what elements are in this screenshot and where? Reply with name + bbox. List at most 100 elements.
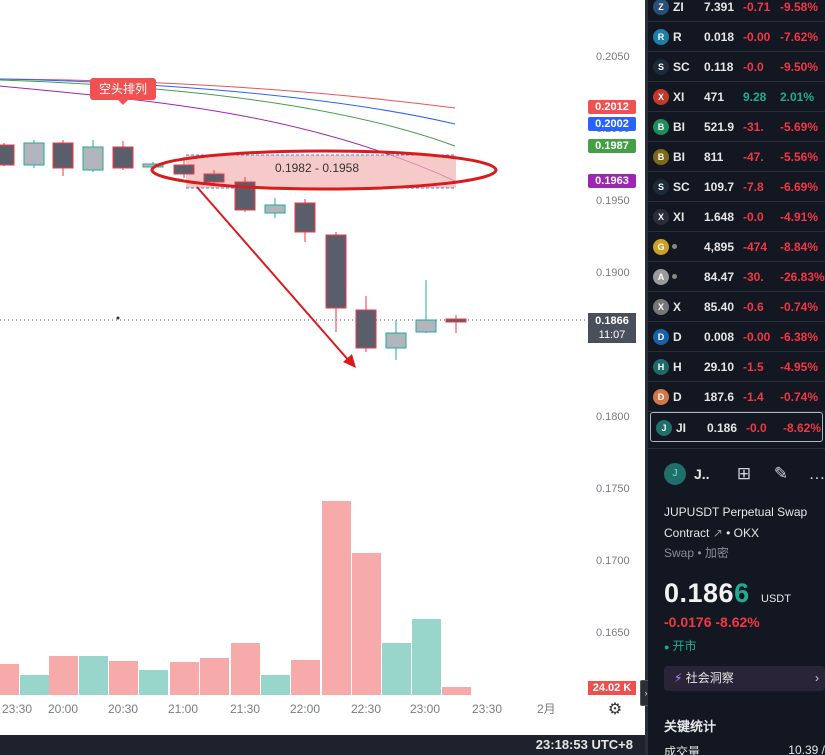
- volume-bar: [442, 687, 471, 695]
- watchlist-price: 0.186: [707, 421, 738, 435]
- chevron-right-icon: ›: [815, 671, 819, 685]
- volume-stat-value: 10.39 /: [788, 743, 825, 755]
- watchlist-percent: 2.01%: [780, 90, 815, 104]
- watchlist-percent: -8.62%: [783, 421, 822, 435]
- watchlist-row[interactable]: H H 29.10 -1.5 -4.95%: [648, 352, 825, 382]
- watchlist-price: 0.018: [704, 30, 735, 44]
- watchlist-percent: -0.74%: [780, 390, 819, 404]
- watchlist-percent: -8.84%: [780, 240, 819, 254]
- watchlist-change: -0.00: [743, 30, 771, 44]
- volume-bar: [322, 501, 351, 695]
- x-axis-label: 20:00: [48, 702, 78, 716]
- clock[interactable]: 23:18:53 UTC+8: [535, 737, 633, 752]
- candle-body: [445, 318, 467, 323]
- social-insight-button[interactable]: ⚡ 社会洞察 ›: [664, 666, 825, 691]
- watchlist-row[interactable]: B BI 521.9 -31. -5.69%: [648, 112, 825, 142]
- watchlist-change: -0.0: [746, 421, 767, 435]
- social-insight-label: 社会洞察: [685, 671, 734, 685]
- more-icon[interactable]: …: [808, 464, 825, 483]
- watchlist-row[interactable]: X XI 471 9.28 2.01%: [648, 82, 825, 112]
- coin-icon: X: [653, 209, 669, 225]
- watchlist-row[interactable]: S SC 0.118 -0.0 -9.50%: [648, 52, 825, 82]
- jup-logo-icon: J: [664, 463, 686, 485]
- volume-bar: [0, 664, 19, 695]
- watchlist-percent: -9.58%: [780, 0, 819, 14]
- watchlist-symbol: H: [673, 360, 682, 374]
- coin-icon: S: [653, 179, 669, 195]
- watchlist-change: -1.4: [743, 390, 764, 404]
- watchlist-row[interactable]: B BI 811 -47. -5.56%: [648, 142, 825, 172]
- watchlist-price: 7.391: [704, 0, 735, 14]
- watchlist-percent: -5.69%: [780, 120, 819, 134]
- coin-icon: B: [653, 149, 669, 165]
- details-change: -0.0176 -8.62%: [664, 614, 760, 630]
- edit-icon[interactable]: ✎: [773, 464, 789, 483]
- watchlist-symbol: XI: [673, 90, 685, 104]
- panel-divider[interactable]: [645, 0, 648, 755]
- x-axis-label: 21:00: [168, 702, 198, 716]
- x-axis-label: 22:30: [351, 702, 381, 716]
- watchlist-change: -0.0: [743, 210, 764, 224]
- watchlist-row[interactable]: G 4,895 -474 -8.84%: [648, 232, 825, 262]
- watchlist-symbol: D: [673, 330, 682, 344]
- watchlist-symbol: X: [673, 300, 682, 314]
- settings-gear-icon[interactable]: ⚙: [607, 701, 623, 718]
- ma-line-3: [0, 79, 456, 147]
- watchlist-row[interactable]: S SC 109.7 -7.8 -6.69%: [648, 172, 825, 202]
- contract-name-text: JUPUSDT Perpetual Swap Contract: [664, 505, 808, 540]
- candle-body: [0, 144, 15, 166]
- volume-bar: [291, 660, 320, 695]
- coin-icon: A: [653, 269, 669, 285]
- coin-icon: J: [656, 420, 672, 436]
- coin-icon: H: [653, 359, 669, 375]
- watchlist-percent: -9.50%: [780, 60, 819, 74]
- watchlist-symbol: BI: [673, 120, 685, 134]
- watchlist-price: 811: [704, 150, 724, 164]
- watchlist-row[interactable]: R R 0.018 -0.00 -7.62%: [648, 22, 825, 52]
- details-price-main: 0.186: [664, 578, 735, 608]
- coin-icon: G: [653, 239, 669, 255]
- grid-icon[interactable]: ⊞: [736, 464, 752, 483]
- watchlist-price: 29.10: [704, 360, 735, 374]
- contract-subtitle: Swap • 加密: [664, 546, 729, 560]
- watchlist-percent: -4.95%: [780, 360, 819, 374]
- price-unit: USDT: [761, 593, 791, 605]
- candle-body: [385, 332, 407, 349]
- watchlist-change: -0.6: [743, 300, 764, 314]
- candle-body: [203, 173, 225, 183]
- volume-bar: [231, 643, 260, 695]
- exchange-name[interactable]: OKX: [733, 526, 759, 540]
- watchlist-row[interactable]: X XI 1.648 -0.0 -4.91%: [648, 202, 825, 232]
- chart-canvas[interactable]: 0.20500.20000.19500.19000.18000.17500.17…: [0, 0, 645, 735]
- volume-bar: [20, 675, 49, 695]
- volume-bar: [79, 656, 108, 695]
- watchlist-row[interactable]: D D 0.008 -0.00 -6.38%: [648, 322, 825, 352]
- watchlist-row[interactable]: Z ZI 7.391 -0.71 -9.58%: [648, 0, 825, 22]
- y-axis-label: 0.1950: [596, 195, 630, 207]
- volume-bar: [139, 670, 168, 695]
- volume-bar: [170, 662, 199, 695]
- candle-body: [415, 319, 437, 333]
- watchlist-row[interactable]: X X 85.40 -0.6 -0.74%: [648, 292, 825, 322]
- watchlist-price: 521.9: [704, 120, 735, 134]
- crosshair-dot: [116, 316, 120, 320]
- volume-bar: [412, 619, 441, 695]
- watchlist-row[interactable]: J JI 0.186 -0.0 -8.62%: [650, 412, 823, 442]
- contract-name: JUPUSDT Perpetual Swap Contract ↗ • OKX: [664, 505, 808, 540]
- volume-stat: 成交量 10.39 /: [664, 743, 825, 755]
- candle-body: [294, 202, 316, 233]
- price-chart[interactable]: 0.20500.20000.19500.19000.18000.17500.17…: [0, 0, 645, 735]
- watchlist-row[interactable]: D D 187.6 -1.4 -0.74%: [648, 382, 825, 412]
- watchlist-row[interactable]: A 84.47 -30. -26.83%: [648, 262, 825, 292]
- external-link-icon[interactable]: ↗: [712, 526, 723, 540]
- details-symbol[interactable]: J..: [694, 466, 710, 482]
- dot-icon: [672, 274, 677, 279]
- coin-icon: D: [653, 329, 669, 345]
- x-axis-label: 22:00: [290, 702, 320, 716]
- ma-tag-2: 0.2002: [588, 117, 636, 131]
- annotation-arrow-line: [196, 186, 351, 363]
- watchlist-change: -7.8: [743, 180, 764, 194]
- right-panel: Z ZI 7.391 -0.71 -9.58% R R 0.018 -0.00 -7.62% S SC…: [648, 0, 825, 755]
- watchlist-change: -0.00: [743, 330, 771, 344]
